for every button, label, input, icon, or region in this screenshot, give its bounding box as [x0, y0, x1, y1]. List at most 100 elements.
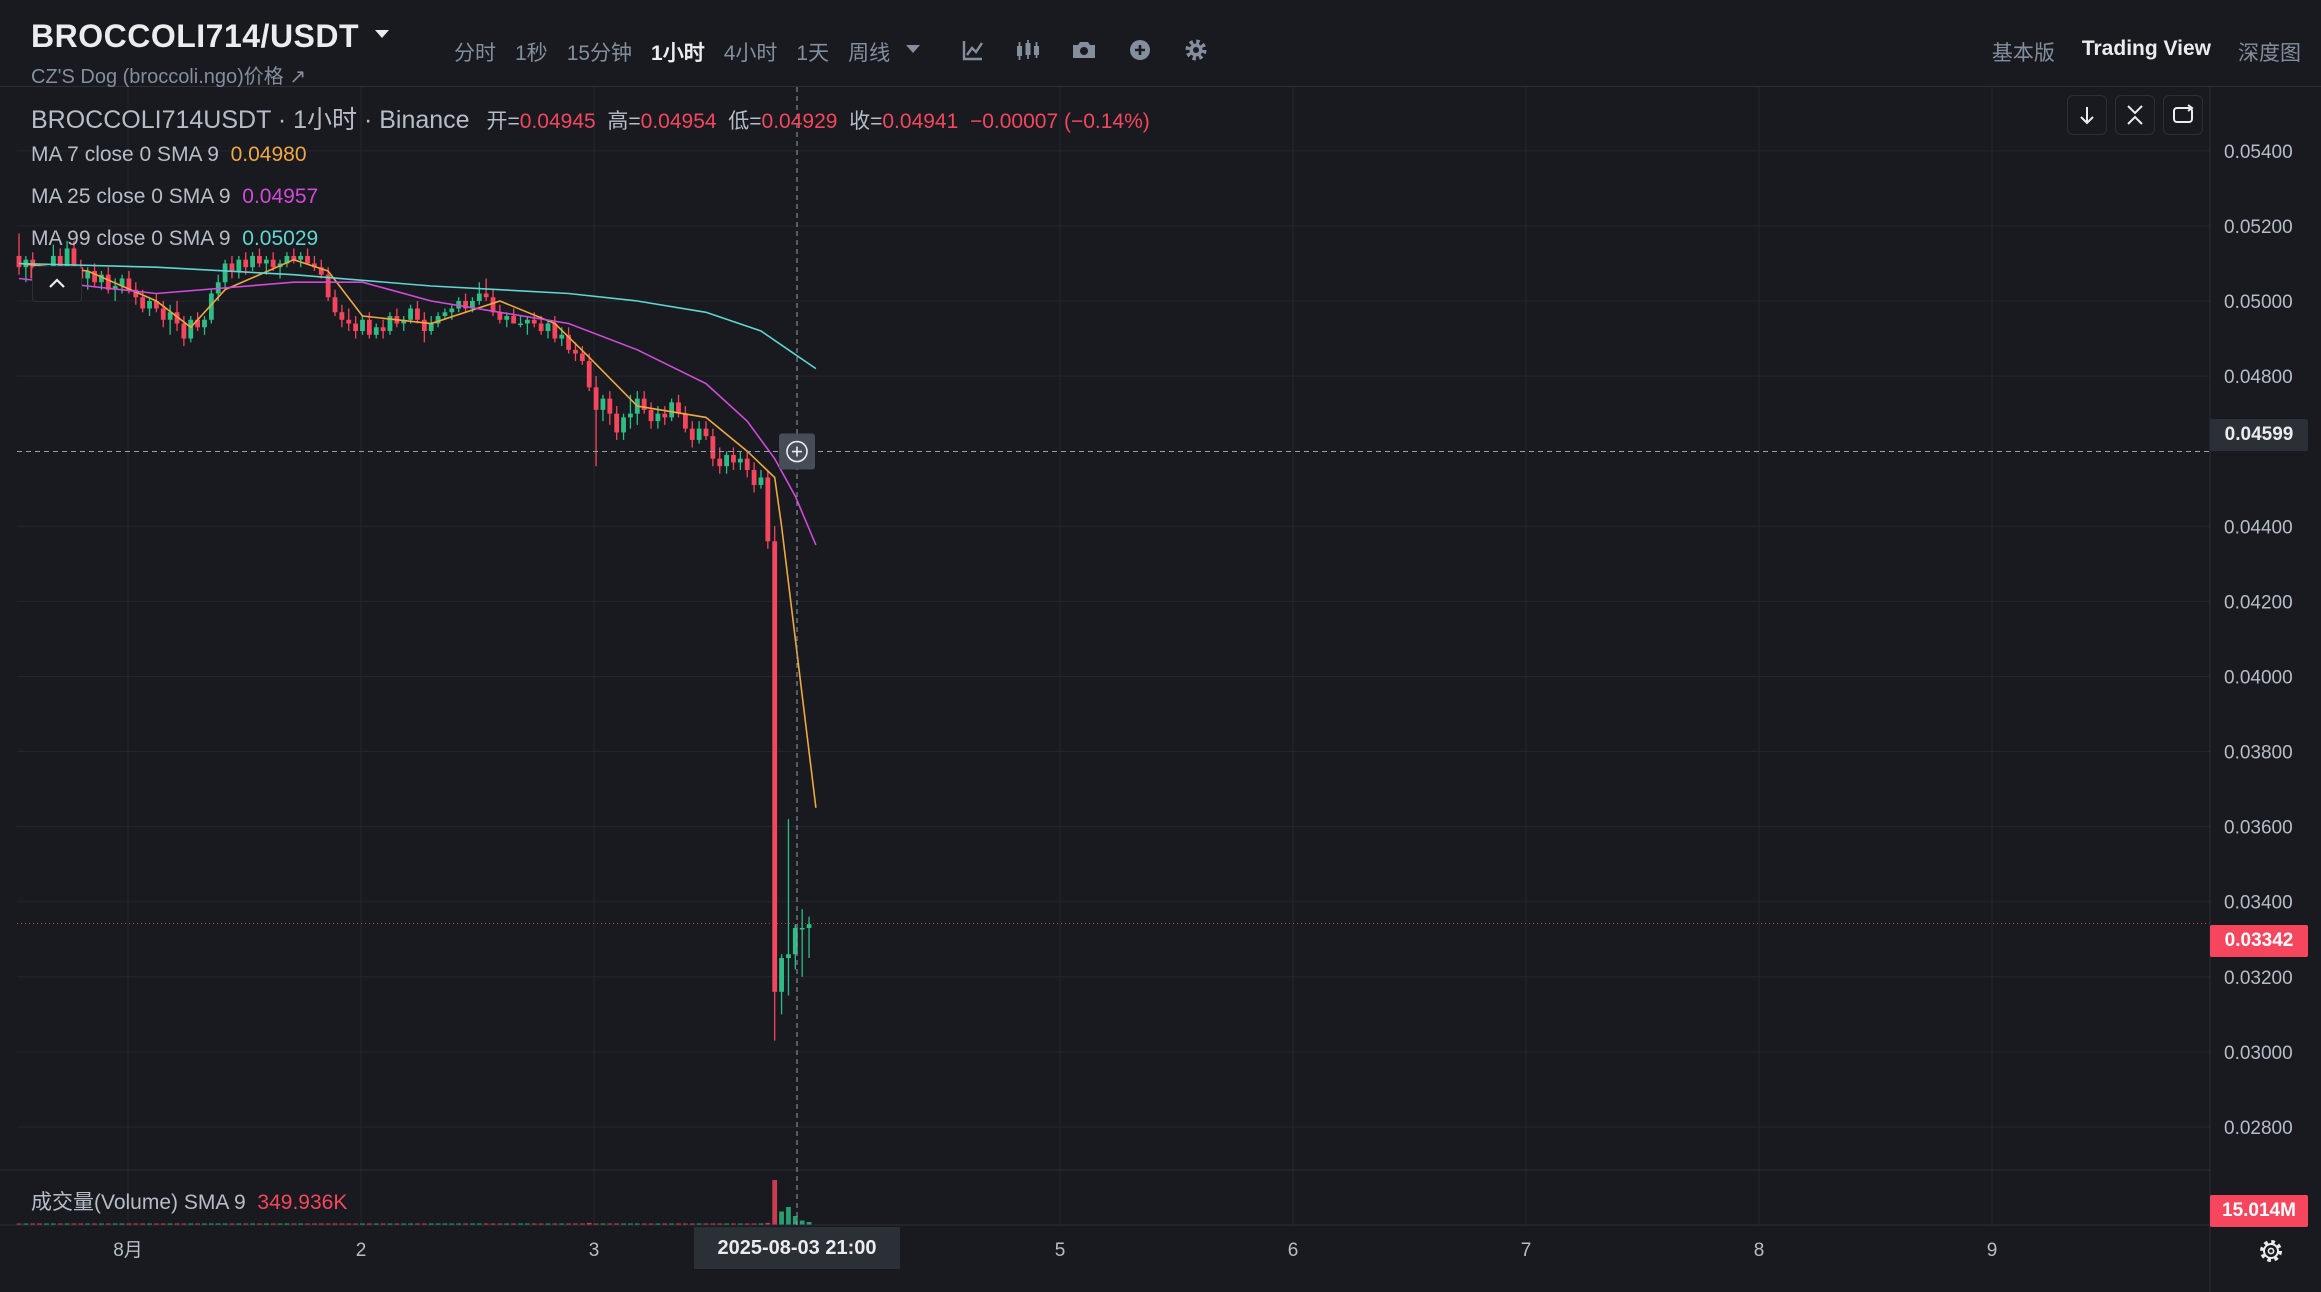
- view-tab-1[interactable]: Trading View: [2081, 37, 2211, 60]
- view-tab-2[interactable]: 深度图: [2238, 42, 2301, 65]
- legend-open-value: 0.04945: [519, 110, 596, 133]
- interval-tab-2[interactable]: 15分钟: [566, 42, 633, 65]
- legend-high-label: 高=: [607, 110, 641, 133]
- candle-body: [366, 319, 372, 335]
- symbol-title[interactable]: BROCCOLI714/USDT: [31, 18, 360, 54]
- interval-tab-4[interactable]: 4小时: [723, 42, 778, 65]
- add-icon[interactable]: [1126, 36, 1154, 64]
- arrow-down-icon: [2080, 107, 2094, 125]
- volume-bar: [394, 1223, 400, 1225]
- candle-body: [676, 402, 681, 414]
- candle-body: [648, 409, 654, 422]
- crosshair: [17, 87, 2210, 1225]
- volume-bar: [215, 1223, 221, 1225]
- candle-body: [641, 398, 647, 410]
- symbol-dropdown-caret-icon[interactable]: [375, 30, 389, 38]
- candle-body: [353, 323, 359, 332]
- symbol-subtitle-link[interactable]: CZ'S Dog (broccoli.ngo)价格 ↗: [31, 66, 307, 88]
- candle-body: [50, 255, 56, 275]
- candlestick-chart[interactable]: 0.05400 0.05200 0.05000 0.04800 0.04400 0.042…: [0, 87, 2321, 1292]
- candle-body: [703, 428, 709, 437]
- volume-bar: [751, 1223, 757, 1225]
- candle-body: [607, 398, 613, 414]
- candle-body: [751, 469, 757, 485]
- candle-body: [696, 428, 702, 440]
- price-tick-label: 0.05000: [2224, 292, 2293, 313]
- price-tick-label: 0.02800: [2224, 1118, 2293, 1139]
- volume-bar: [119, 1223, 125, 1225]
- volume-bar: [476, 1223, 482, 1225]
- candle-body: [758, 477, 764, 485]
- candle-body: [662, 413, 668, 418]
- collapse-panes-button[interactable]: [2115, 95, 2155, 135]
- volume-bar: [566, 1223, 571, 1225]
- volume-bar: [195, 1223, 201, 1225]
- price-axis-bg: [2210, 87, 2321, 1292]
- indicator-icon[interactable]: [959, 36, 987, 64]
- chart-settings-icon[interactable]: [2256, 1236, 2286, 1266]
- volume-bar: [703, 1223, 709, 1225]
- volume-bar: [559, 1223, 565, 1225]
- volume-bar: [696, 1223, 702, 1225]
- volume-bar: [470, 1223, 475, 1225]
- candle-body: [71, 248, 77, 268]
- legend-ma25: MA 25 close 0 SMA 9 0.04957: [31, 185, 318, 209]
- volume-bar: [243, 1223, 249, 1225]
- legend-collapse-button[interactable]: [32, 266, 82, 302]
- ma25-value: 0.04957: [242, 185, 319, 208]
- ma25-label: MA 25 close 0 SMA 9: [31, 185, 231, 208]
- candle-type-icon[interactable]: [1014, 36, 1042, 64]
- volume-bar: [799, 1220, 805, 1225]
- volume-bar: [724, 1223, 730, 1225]
- price-tick-label: 0.03200: [2224, 968, 2293, 989]
- interval-tab-3[interactable]: 1小时: [651, 42, 705, 65]
- volume-bar: [332, 1223, 338, 1225]
- interval-tab-0[interactable]: 分时: [454, 42, 496, 65]
- candle-body: [387, 316, 393, 332]
- candle-body: [119, 278, 125, 286]
- candle-body: [717, 458, 723, 467]
- volume-bar: [586, 1222, 592, 1225]
- interval-tab-6[interactable]: 周线: [848, 42, 891, 65]
- interval-tab-1[interactable]: 1秒: [515, 42, 548, 65]
- price-tick-label: 0.03400: [2224, 893, 2293, 914]
- volume-bar: [806, 1222, 812, 1225]
- candle-body: [737, 458, 743, 463]
- candle-body: [463, 301, 468, 309]
- candle-body: [160, 308, 166, 320]
- volume-bar: [737, 1223, 743, 1225]
- volume-bar: [545, 1223, 551, 1225]
- gear-icon[interactable]: [1182, 36, 1210, 64]
- candle-body: [195, 319, 201, 328]
- candle-body: [682, 413, 688, 429]
- volume-bar: [710, 1223, 716, 1225]
- scroll-down-button[interactable]: [2067, 95, 2107, 135]
- interval-more-caret-icon[interactable]: [906, 45, 920, 53]
- view-tab-0[interactable]: 基本版: [1991, 42, 2055, 65]
- legend-high-value: 0.04954: [640, 110, 717, 133]
- candle-body: [270, 259, 276, 268]
- volume-bar: [99, 1223, 104, 1225]
- candle-body: [257, 255, 262, 264]
- volume-bars: [16, 1180, 812, 1225]
- candle-body: [346, 319, 352, 324]
- candle-body: [339, 312, 345, 320]
- camera-icon[interactable]: [1070, 36, 1098, 64]
- candle-body: [133, 289, 139, 298]
- candle-body: [154, 301, 159, 309]
- volume-bar: [64, 1223, 70, 1225]
- candle-body: [360, 319, 365, 332]
- volume-bar: [552, 1223, 558, 1225]
- volume-bar: [174, 1223, 180, 1225]
- reset-chart-button[interactable]: [2163, 95, 2203, 135]
- volume-bar: [524, 1223, 530, 1225]
- ma7-label: MA 7 close 0 SMA 9: [31, 143, 219, 166]
- interval-tab-5[interactable]: 1天: [796, 42, 830, 65]
- volume-bar: [641, 1223, 647, 1225]
- candle-body: [449, 308, 455, 313]
- time-tick-label: 5: [1055, 1240, 1066, 1261]
- volume-bar: [353, 1223, 359, 1225]
- volume-bar: [717, 1223, 723, 1225]
- volume-bar: [44, 1223, 49, 1225]
- volume-bar: [442, 1223, 448, 1225]
